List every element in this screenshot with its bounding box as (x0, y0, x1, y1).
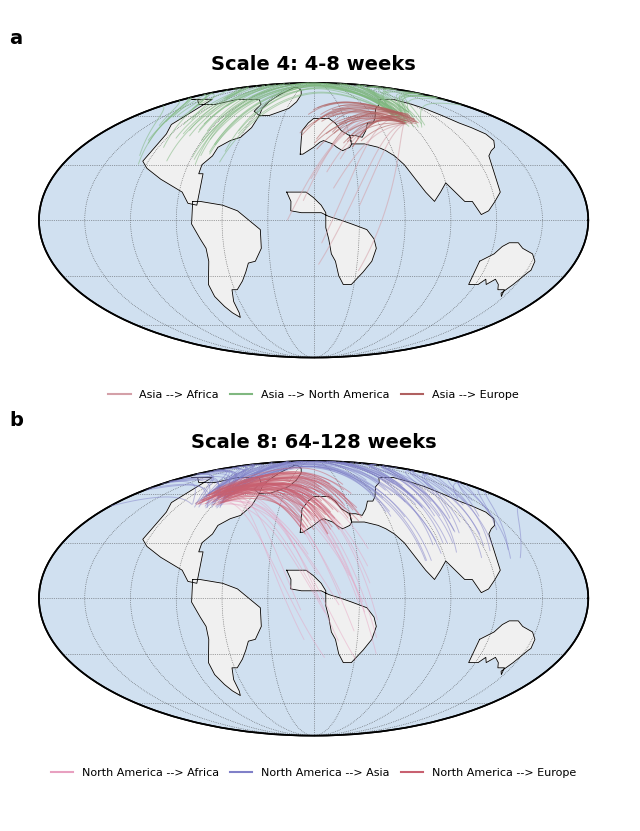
Polygon shape (287, 192, 376, 284)
Polygon shape (259, 465, 301, 494)
Polygon shape (259, 87, 301, 116)
Text: a: a (10, 29, 23, 48)
Polygon shape (191, 579, 261, 696)
Polygon shape (349, 478, 500, 593)
Polygon shape (300, 497, 351, 533)
Polygon shape (468, 243, 535, 297)
Title: Scale 4: 4-8 weeks: Scale 4: 4-8 weeks (211, 55, 416, 74)
Polygon shape (143, 478, 261, 583)
Ellipse shape (39, 83, 588, 357)
Legend: North America --> Africa, North America --> Asia, North America --> Europe: North America --> Africa, North America … (47, 764, 580, 783)
Polygon shape (468, 621, 535, 675)
Text: b: b (10, 411, 24, 430)
Polygon shape (191, 201, 261, 317)
Polygon shape (300, 119, 351, 155)
Polygon shape (143, 100, 261, 205)
Legend: Asia --> Africa, Asia --> North America, Asia --> Europe: Asia --> Africa, Asia --> North America,… (104, 386, 524, 405)
Title: Scale 8: 64-128 weeks: Scale 8: 64-128 weeks (191, 433, 436, 452)
Polygon shape (349, 100, 500, 214)
Ellipse shape (39, 461, 588, 735)
Polygon shape (287, 570, 376, 662)
